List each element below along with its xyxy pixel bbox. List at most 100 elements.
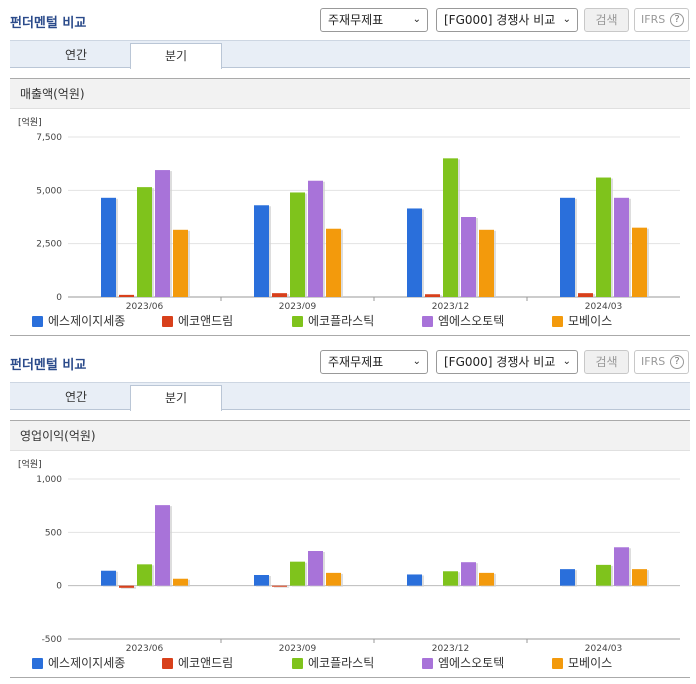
search-button[interactable]: 검색 [584, 350, 629, 374]
chart-legend: 에스제이지세종 에코앤드림 에코플라스틱 엠에스오토텍 모베이스 [32, 313, 672, 329]
chevron-down-icon: ⌄ [562, 356, 571, 367]
legend-item[interactable]: 에스제이지세종 [32, 313, 125, 329]
legend-label: 에코앤드림 [178, 314, 234, 328]
y-tick-label: 1,000 [36, 475, 62, 485]
unit-label: [억원] [18, 458, 42, 470]
legend-label: 에스제이지세종 [48, 656, 126, 670]
legend-item[interactable]: 모베이스 [552, 655, 612, 671]
bar [407, 574, 422, 586]
x-tick-label: 2023/12 [432, 644, 469, 651]
help-icon[interactable]: ? [670, 355, 684, 369]
legend-swatch [32, 658, 43, 669]
panel-title: 펀더멘털 비교 [10, 16, 87, 31]
chart-box: 영업이익(억원) [억원] -500 0 500 1,000 2023/06 2023/09… [10, 420, 690, 678]
tab-annual[interactable]: 연간 [64, 390, 88, 404]
legend-item[interactable]: 엠에스오토텍 [422, 655, 504, 671]
compare-select-value: [FG000] 경쟁사 비교 [444, 13, 556, 27]
bar [101, 570, 116, 586]
x-tick-label: 2023/06 [126, 302, 164, 309]
legend-swatch [32, 316, 43, 327]
period-tabs: 연간 분기 [10, 40, 690, 69]
chart-title: 영업이익(억원) [10, 421, 690, 451]
ifrs-label: IFRS [641, 355, 666, 368]
fundamental-panel-operating-profit: 펀더멘털 비교 주재무제표 ⌄ [FG000] 경쟁사 비교 ⌄ 검색 IFRS? … [0, 342, 696, 678]
bar [326, 572, 341, 586]
y-tick-label: 7,500 [36, 133, 62, 143]
revenue-chart: [억원] 0 2,500 5,000 7,500 2023/06 2023/09 2023/1… [18, 116, 680, 309]
bar [560, 569, 575, 586]
legend-item[interactable]: 에코앤드림 [162, 655, 233, 671]
bar [578, 293, 593, 297]
legend-swatch [162, 658, 173, 669]
y-tick-label: -500 [42, 635, 63, 645]
bar [596, 564, 611, 586]
legend-item[interactable]: 모베이스 [552, 313, 612, 329]
bar [461, 217, 476, 297]
x-tick-label: 2023/06 [126, 644, 164, 651]
panel-title: 펀더멘털 비교 [10, 358, 87, 373]
y-tick-label: 0 [56, 293, 62, 303]
ifrs-button[interactable]: IFRS? [634, 350, 689, 374]
legend-swatch [292, 316, 303, 327]
legend-label: 엠에스오토텍 [438, 656, 505, 670]
compare-select[interactable]: [FG000] 경쟁사 비교 ⌄ [436, 350, 578, 374]
unit-label: [억원] [18, 116, 42, 128]
legend-item[interactable]: 에스제이지세종 [32, 655, 125, 671]
chart-box: 매출액(억원) [억원] 0 2,500 5,000 7,500 2023/06 2023/… [10, 78, 690, 336]
legend-label: 엠에스오토텍 [438, 314, 505, 328]
y-tick-label: 5,000 [36, 186, 62, 196]
chevron-down-icon: ⌄ [562, 14, 571, 25]
y-tick-label: 2,500 [36, 240, 62, 250]
legend-item[interactable]: 엠에스오토텍 [422, 313, 504, 329]
legend-swatch [552, 316, 563, 327]
bar [308, 180, 323, 297]
compare-select[interactable]: [FG000] 경쟁사 비교 ⌄ [436, 8, 578, 32]
operating-profit-chart: [억원] -500 0 500 1,000 2023/06 2023/09 2023/12 20… [18, 458, 680, 651]
x-tick-label: 2024/03 [585, 644, 622, 651]
x-tick-label: 2023/09 [279, 302, 317, 309]
legend-swatch [552, 658, 563, 669]
tab-annual[interactable]: 연간 [64, 48, 88, 62]
bar [272, 585, 287, 587]
bar [560, 197, 575, 297]
bar [479, 572, 494, 586]
chevron-down-icon: ⌄ [412, 356, 421, 367]
statement-select[interactable]: 주재무제표 ⌄ [320, 350, 428, 374]
bar [290, 561, 305, 586]
legend-label: 에코앤드림 [178, 656, 234, 670]
statement-select[interactable]: 주재무제표 ⌄ [320, 8, 428, 32]
fundamental-panel-revenue: 펀더멘털 비교 주재무제표 ⌄ [FG000] 경쟁사 비교 ⌄ 검색 IFRS? … [0, 0, 696, 336]
chart-title: 매출액(억원) [10, 79, 690, 109]
bar [425, 294, 440, 297]
tab-quarterly[interactable]: 분기 [130, 385, 222, 411]
bar [155, 505, 170, 586]
chart-legend: 에스제이지세종 에코앤드림 에코플라스틱 엠에스오토텍 모베이스 [32, 655, 672, 671]
bar [614, 547, 629, 586]
bar [119, 585, 134, 588]
legend-item[interactable]: 에코플라스틱 [292, 313, 374, 329]
bar [308, 551, 323, 586]
bar [272, 293, 287, 297]
bar-shadow [274, 586, 289, 588]
x-tick-label: 2023/09 [279, 644, 317, 651]
legend-label: 모베이스 [568, 656, 613, 670]
panel-header: 펀더멘털 비교 주재무제표 ⌄ [FG000] 경쟁사 비교 ⌄ 검색 IFRS? [0, 0, 696, 40]
ifrs-button[interactable]: IFRS? [634, 8, 689, 32]
legend-item[interactable]: 에코앤드림 [162, 313, 233, 329]
bar [326, 228, 341, 297]
bar [290, 192, 305, 297]
legend-label: 에코플라스틱 [308, 656, 375, 670]
help-icon[interactable]: ? [670, 13, 684, 27]
bar [461, 562, 476, 586]
search-button[interactable]: 검색 [584, 8, 629, 32]
legend-swatch [162, 316, 173, 327]
bar [137, 564, 152, 586]
tab-quarterly[interactable]: 분기 [130, 43, 222, 69]
bar [254, 575, 269, 586]
legend-label: 모베이스 [568, 314, 613, 328]
x-tick-label: 2023/12 [432, 302, 469, 309]
legend-item[interactable]: 에코플라스틱 [292, 655, 374, 671]
bar [479, 229, 494, 297]
compare-select-value: [FG000] 경쟁사 비교 [444, 355, 556, 369]
y-tick-label: 0 [56, 582, 62, 592]
